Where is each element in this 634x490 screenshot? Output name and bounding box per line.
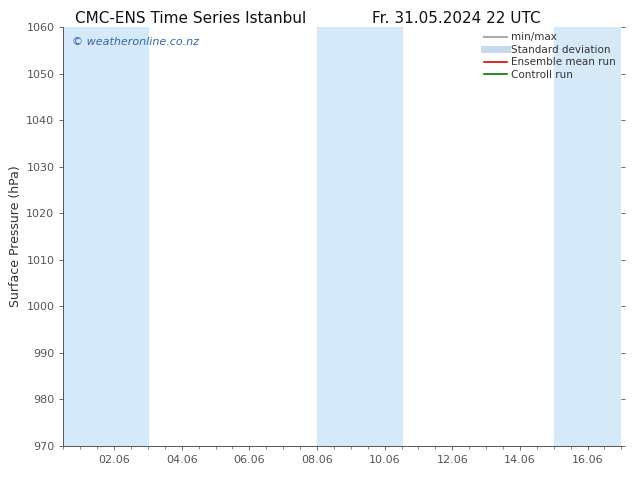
Text: Fr. 31.05.2024 22 UTC: Fr. 31.05.2024 22 UTC [372,11,541,26]
Bar [317,27,401,446]
Text: © weatheronline.co.nz: © weatheronline.co.nz [72,37,199,48]
Y-axis label: Surface Pressure (hPa): Surface Pressure (hPa) [9,166,22,307]
Bar [553,27,621,446]
Bar [63,27,148,446]
Text: CMC-ENS Time Series Istanbul: CMC-ENS Time Series Istanbul [75,11,306,26]
Legend: min/max, Standard deviation, Ensemble mean run, Controll run: min/max, Standard deviation, Ensemble me… [482,30,618,82]
